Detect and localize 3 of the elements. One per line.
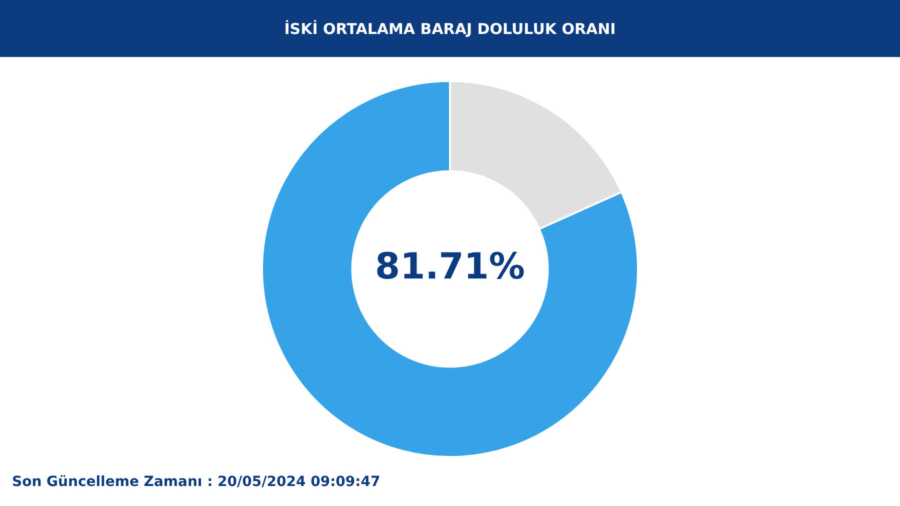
chart-title: İSKİ ORTALAMA BARAJ DOLULUK ORANI [0,0,900,57]
data-label: 81.71% [375,246,525,288]
text: Son Güncelleme Zamanı : 20/05/2024 09:09:47 [12,474,380,490]
